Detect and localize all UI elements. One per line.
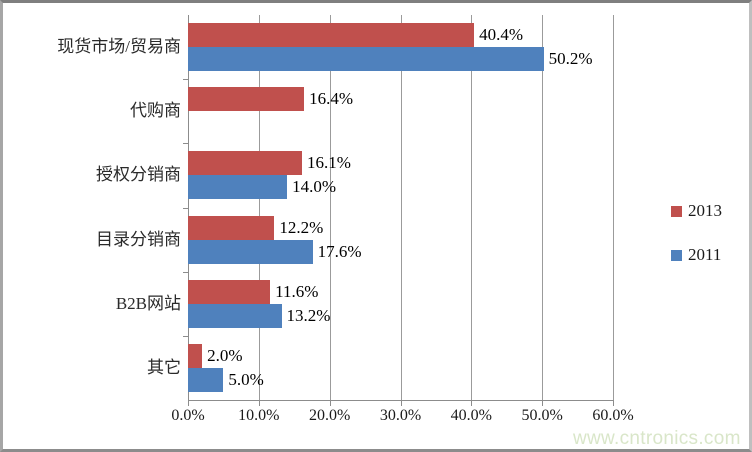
y-axis-tick [183, 79, 189, 81]
legend-label: 2011 [688, 245, 722, 264]
y-axis-tick [183, 335, 189, 337]
category-label-3: 目录分销商 [96, 229, 181, 249]
bar-value-label: 17.6% [317, 241, 362, 261]
gridline [329, 15, 331, 400]
x-axis-tick-label: 20.0% [308, 407, 351, 424]
x-axis-tick-label: 40.0% [450, 407, 492, 424]
gridline [400, 15, 402, 400]
bar-value-label: 11.6% [275, 281, 319, 301]
y-axis-category-labels: 现货市场/贸易商代购商授权分销商目录分销商 B2B网站其它 [3, 15, 181, 400]
bar-value-label: 16.1% [307, 153, 351, 173]
bar-2011-0 [188, 47, 544, 72]
gridline [258, 15, 260, 400]
x-axis-tick [188, 401, 189, 406]
category-label-2: 授权分销商 [96, 165, 181, 185]
bar-2013-5 [188, 343, 203, 368]
legend-item-2013[interactable]: 2013 [671, 199, 743, 223]
legend-item-2011[interactable]: 2011 [671, 243, 743, 267]
bar-value-label: 40.4% [479, 25, 524, 45]
x-axis-tick [471, 401, 473, 406]
bar-value-label: 14.0% [292, 177, 337, 197]
x-axis-tick [613, 401, 614, 406]
x-axis-tick [400, 401, 402, 406]
x-axis-tick [258, 401, 260, 406]
category-label-0: 现货市场/贸易商 [57, 37, 181, 57]
x-axis-tick-label: 30.0% [379, 407, 422, 424]
chart-plot-background: 40.4% 50.2% 16.4% 16.1% 14.0% 12.2% 17.6% 11.6%… [3, 3, 749, 449]
legend-label: 2013 [688, 201, 722, 220]
gridline [542, 15, 544, 400]
category-label-1: 代购商 [130, 101, 181, 121]
bar-2013-3 [188, 215, 275, 240]
x-axis-tick-label: 10.0% [238, 407, 280, 424]
bar-value-label: 16.4% [309, 89, 354, 109]
bar-2013-1 [188, 87, 305, 112]
category-label-4: B2B网站 [115, 293, 181, 313]
plot-area: 40.4% 50.2% 16.4% 16.1% 14.0% 12.2% 17.6% 11.6%… [188, 15, 613, 400]
y-axis-tick [183, 143, 189, 145]
x-axis-tick-label: 50.0% [521, 407, 563, 424]
x-axis-tick [329, 401, 331, 406]
bar-value-label: 13.2% [286, 305, 331, 325]
category-label-5: 其它 [147, 357, 181, 377]
x-axis-tick-label: 0.0% [171, 407, 205, 424]
y-axis-tick [183, 207, 189, 209]
legend-swatch-icon [671, 205, 682, 217]
bar-value-label: 5.0% [228, 369, 264, 389]
bar-value-label: 2.0% [207, 345, 243, 365]
bar-2013-4 [188, 279, 271, 304]
x-axis-tick [542, 401, 544, 406]
bar-2011-5 [188, 367, 224, 392]
x-axis-tick-label: 60.0% [592, 407, 634, 424]
bar-value-label: 50.2% [548, 49, 593, 69]
chart-legend: 2013 2011 [671, 199, 743, 287]
watermark-text: www.cntronics.com [573, 428, 741, 449]
gridline [471, 15, 473, 400]
x-axis-line [188, 400, 614, 401]
bar-2013-2 [188, 151, 303, 176]
y-axis-tick [183, 271, 189, 273]
bar-2011-2 [188, 175, 288, 200]
legend-swatch-icon [671, 249, 682, 261]
gridline [613, 15, 614, 400]
bar-2013-0 [188, 23, 475, 48]
bar-2011-3 [188, 239, 313, 264]
bar-value-label: 12.2% [279, 217, 324, 237]
bar-2011-4 [188, 303, 282, 328]
